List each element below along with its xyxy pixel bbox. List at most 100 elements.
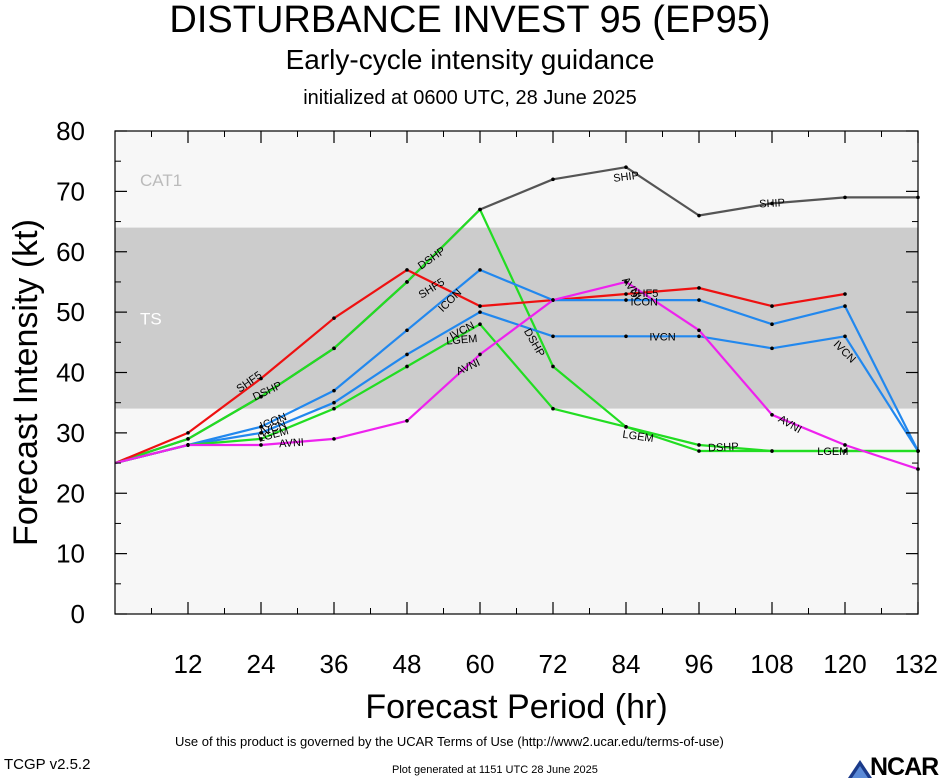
data-point-icon xyxy=(843,304,847,308)
y-tick-label: 80 xyxy=(56,116,85,146)
chart-title: DISTURBANCE INVEST 95 (EP95) xyxy=(169,0,771,41)
x-tick-label: 48 xyxy=(393,649,422,679)
data-point-shf5 xyxy=(770,304,774,308)
data-point-shf5 xyxy=(843,292,847,296)
series-line-lgem xyxy=(114,323,918,465)
data-point-icon xyxy=(332,388,336,393)
data-point-shf5 xyxy=(697,286,701,290)
data-point-avni xyxy=(478,352,482,357)
data-point-ship xyxy=(770,201,774,206)
y-tick-label: 30 xyxy=(56,418,85,448)
data-point-shf5 xyxy=(186,431,190,435)
data-point-ivcn xyxy=(405,352,409,357)
data-point-ivcn xyxy=(697,334,701,339)
series-label-dshp: DSHP xyxy=(708,441,739,455)
data-point-avni xyxy=(624,280,628,284)
intensity-bands: CAT1 TS xyxy=(115,131,918,614)
x-tick-label: 24 xyxy=(247,649,276,679)
series-lines xyxy=(114,165,920,471)
series-label-shf5: SHF5 xyxy=(630,288,658,300)
data-point-lgem xyxy=(697,449,701,453)
x-tick-label: 120 xyxy=(823,649,866,679)
series-label-lgem: LGEM xyxy=(622,429,655,445)
data-point-avni xyxy=(697,328,701,333)
y-tick-label: 0 xyxy=(71,599,85,629)
band-ts xyxy=(115,227,918,409)
data-point-icon xyxy=(478,268,482,272)
series-label-ivcn: IVCN xyxy=(649,331,675,343)
y-tick-label: 50 xyxy=(56,297,85,327)
data-point-dshp xyxy=(478,207,482,212)
initialization-time: initialized at 0600 UTC, 28 June 2025 xyxy=(303,87,637,109)
ncar-logo-icon xyxy=(848,760,872,778)
axes: 0 10 20 30 40 50 60 70 80 12 24 36 48 60 72 84 96 108 120 1… xyxy=(7,116,938,726)
data-point-avni xyxy=(405,419,409,423)
data-point-ivcn xyxy=(332,400,336,405)
x-tick-label: 132 xyxy=(895,649,938,679)
data-point-lgem xyxy=(624,425,628,429)
y-tick-label: 70 xyxy=(56,176,85,206)
series-label-avni: AVNI xyxy=(279,437,305,451)
data-point-dshp xyxy=(186,437,190,441)
data-point-lgem xyxy=(259,437,263,441)
chart-subtitle: Early-cycle intensity guidance xyxy=(285,44,655,75)
data-point-lgem xyxy=(770,449,774,453)
data-point-lgem xyxy=(332,406,336,411)
data-point-icon xyxy=(259,425,263,429)
series-line-avni xyxy=(114,280,919,471)
series-label-ship: SHIP xyxy=(759,197,785,210)
data-point-ivcn xyxy=(843,334,847,339)
series-label-lgem: LGEM xyxy=(817,446,848,458)
data-point-avni xyxy=(186,443,190,447)
data-point-icon xyxy=(697,298,701,302)
data-point-avni xyxy=(551,298,555,302)
data-point-ship xyxy=(697,213,701,218)
x-tick-label: 72 xyxy=(539,649,568,679)
series-line-ivcn xyxy=(114,311,919,465)
band-label-cat1: CAT1 xyxy=(140,171,182,190)
data-point-shf5 xyxy=(478,304,482,308)
series-line-icon xyxy=(114,268,919,465)
y-tick-label: 20 xyxy=(56,478,85,508)
generated-timestamp: Plot generated at 1151 UTC 28 June 2025 xyxy=(392,764,598,776)
data-point-lgem xyxy=(551,406,555,411)
series-label-icon: ICON xyxy=(631,296,659,308)
x-axis-title: Forecast Period (hr) xyxy=(365,688,667,726)
data-point-shf5 xyxy=(332,316,336,320)
terms-of-use-notice: Use of this product is governed by the U… xyxy=(175,734,724,749)
data-point-lgem xyxy=(843,449,847,453)
data-point-icon xyxy=(405,328,409,333)
data-point-avni xyxy=(770,412,774,417)
band-cat1 xyxy=(115,131,918,228)
data-point-avni xyxy=(843,443,847,447)
ncar-logo: NCAR xyxy=(848,752,940,781)
data-point-shf5 xyxy=(405,268,409,272)
data-point-ivcn xyxy=(259,431,263,435)
data-point-icon xyxy=(770,322,774,327)
data-point-avni xyxy=(332,437,336,441)
data-point-dshp xyxy=(551,364,555,369)
x-tick-label: 108 xyxy=(750,649,793,679)
data-point-ivcn xyxy=(624,334,628,339)
data-point-dshp xyxy=(332,346,336,351)
band-below-ts xyxy=(115,408,918,614)
x-tick-label: 96 xyxy=(685,649,714,679)
y-tick-label: 40 xyxy=(56,358,85,388)
y-tick-label: 60 xyxy=(56,237,85,267)
data-point-dshp xyxy=(259,394,263,399)
y-tick-label: 10 xyxy=(56,539,85,569)
data-point-icon xyxy=(624,298,628,302)
data-point-ivcn xyxy=(551,334,555,339)
x-tick-label: 60 xyxy=(466,649,495,679)
series-label-ship: SHIP xyxy=(613,170,640,185)
data-point-dshp xyxy=(697,443,701,447)
band-label-ts: TS xyxy=(140,310,162,329)
x-tick-label: 12 xyxy=(174,649,203,679)
x-tick-label: 36 xyxy=(320,649,349,679)
data-point-dshp xyxy=(405,280,409,284)
data-point-avni xyxy=(259,443,263,447)
version-label: TCGP v2.5.2 xyxy=(4,756,91,773)
data-point-ivcn xyxy=(770,346,774,351)
data-point-ship xyxy=(624,165,628,170)
y-axis-title: Forecast Intensity (kt) xyxy=(7,219,45,546)
